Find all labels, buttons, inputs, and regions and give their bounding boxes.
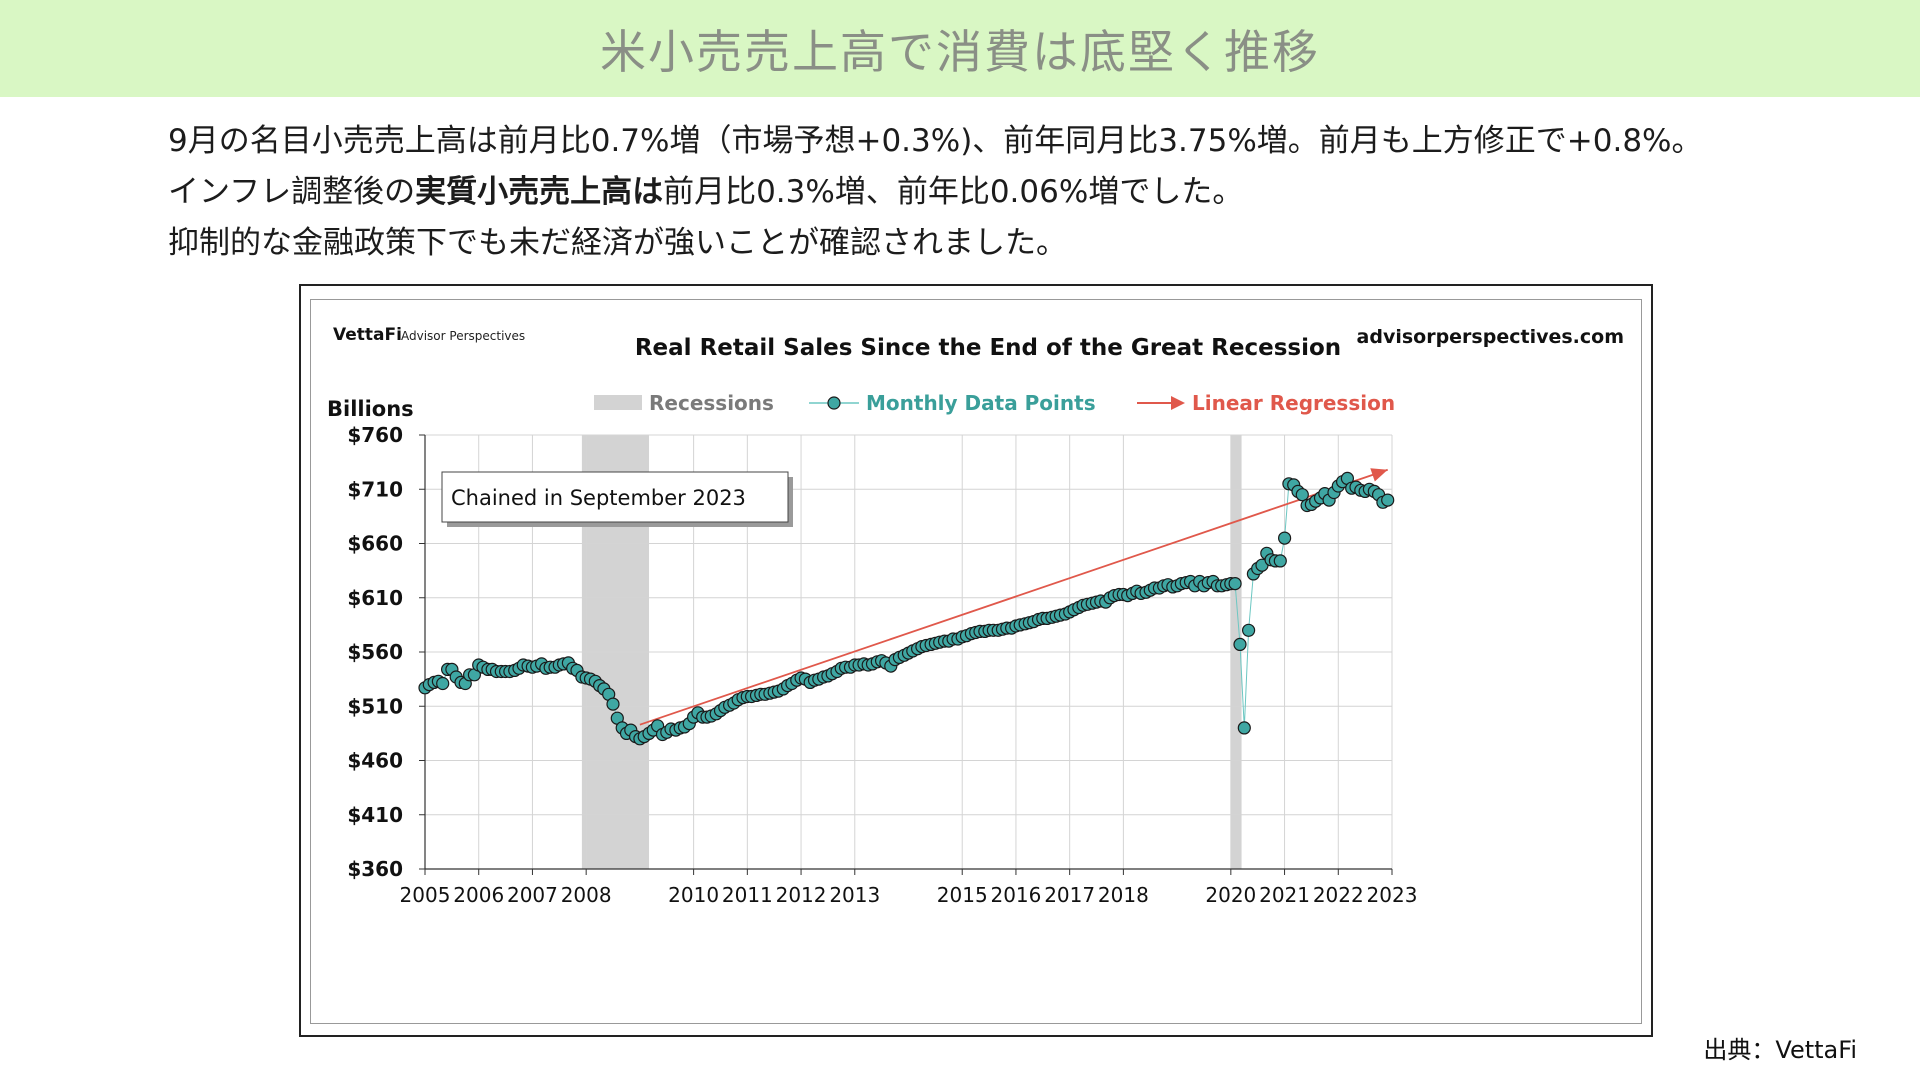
source-credit: 出典：VettaFi — [1703, 1036, 1857, 1064]
y-tick-label: $710 — [347, 477, 403, 501]
annotation-text: Chained in September 2023 — [451, 486, 746, 510]
x-tick-label: 2016 — [990, 883, 1041, 907]
y-tick-label: $410 — [347, 803, 403, 827]
y-tick-label: $660 — [347, 532, 403, 556]
website-label: advisorperspectives.com — [1357, 326, 1624, 348]
summary-line-3: 抑制的な金融政策下でも未だ経済が強いことが確認されました。 — [168, 225, 1067, 261]
summary-line-2-bold: 実質小売売上高は — [415, 174, 664, 210]
x-tick-label: 2010 — [668, 883, 719, 907]
legend-regression-label: Linear Regression — [1192, 391, 1395, 415]
x-tick-label: 2007 — [507, 883, 558, 907]
legend-recession-label: Recessions — [649, 391, 774, 415]
vettafi-logo: VettaFi — [333, 325, 402, 345]
legend-recession-swatch — [594, 395, 642, 410]
x-tick-label: 2021 — [1259, 883, 1310, 907]
x-tick-label: 2012 — [776, 883, 827, 907]
summary-line-1: 9月の名目小売売上高は前月比0.7%増（市場予想+0.3%)、前年同月比3.75… — [168, 123, 1703, 159]
x-tick-label: 2013 — [829, 883, 880, 907]
data-point — [1228, 577, 1242, 591]
data-point — [606, 697, 620, 711]
data-point — [1273, 554, 1287, 568]
x-tick-label: 2008 — [561, 883, 612, 907]
page-title: 米小売売上高で消費は底堅く推移 — [600, 24, 1320, 79]
x-tick-label: 2005 — [400, 883, 451, 907]
data-point — [436, 676, 450, 691]
y-tick-label: $510 — [347, 694, 403, 718]
x-tick-label: 2015 — [937, 883, 988, 907]
title-bar: 米小売売上高で消費は底堅く推移 — [0, 0, 1920, 97]
data-point — [1277, 531, 1292, 545]
y-tick-label: $610 — [347, 586, 403, 610]
regression-line — [639, 468, 1388, 726]
data-point — [1241, 623, 1256, 637]
summary-line-2-suffix: 前月比0.3%増、前年比0.06%増でした。 — [663, 174, 1244, 210]
advisor-perspectives-logo: Advisor Perspectives — [401, 329, 525, 343]
chart-container: $360 $410 $460 $510 $560 $610 $660 $710 $760 2005… — [310, 299, 1642, 1024]
summary-line-2: インフレ調整後の実質小売売上高は前月比0.3%増、前年比0.06%増でした。 — [168, 167, 1888, 218]
data-point — [1295, 488, 1309, 502]
chart-title: Real Retail Sales Since the End of the G… — [635, 335, 1341, 361]
legend-series-marker — [827, 396, 841, 410]
summary-line-2-prefix: インフレ調整後の — [168, 174, 416, 210]
data-point — [1237, 721, 1251, 735]
regression-arrowhead — [1370, 468, 1388, 482]
summary-text: 9月の名目小売売上高は前月比0.7%増（市場予想+0.3%)、前年同月比3.75… — [168, 116, 1888, 269]
x-tick-label: 2023 — [1367, 883, 1418, 907]
legend-series-label: Monthly Data Points — [866, 391, 1096, 415]
x-tick-label: 2018 — [1098, 883, 1149, 907]
y-tick-label: $460 — [347, 749, 403, 773]
y-tick-label: $760 — [347, 423, 403, 447]
y-tick-label: $360 — [347, 857, 403, 881]
x-tick-label: 2017 — [1044, 883, 1095, 907]
annotation-box — [441, 471, 789, 523]
x-tick-label: 2020 — [1205, 883, 1256, 907]
y-tick-label: $560 — [347, 640, 403, 664]
x-tick-label: 2011 — [722, 883, 773, 907]
legend-regression-arrowhead — [1171, 396, 1185, 410]
x-tick-label: 2006 — [453, 883, 504, 907]
retail-sales-chart: $360 $410 $460 $510 $560 $610 $660 $710 $760 2005… — [327, 325, 1624, 907]
x-tick-label: 2022 — [1313, 883, 1364, 907]
data-point — [1381, 493, 1395, 507]
y-axis-label: Billions — [327, 397, 414, 421]
chart-frame: $360 $410 $460 $510 $560 $610 $660 $710 $760 2005… — [299, 284, 1653, 1037]
data-point — [1233, 637, 1247, 651]
